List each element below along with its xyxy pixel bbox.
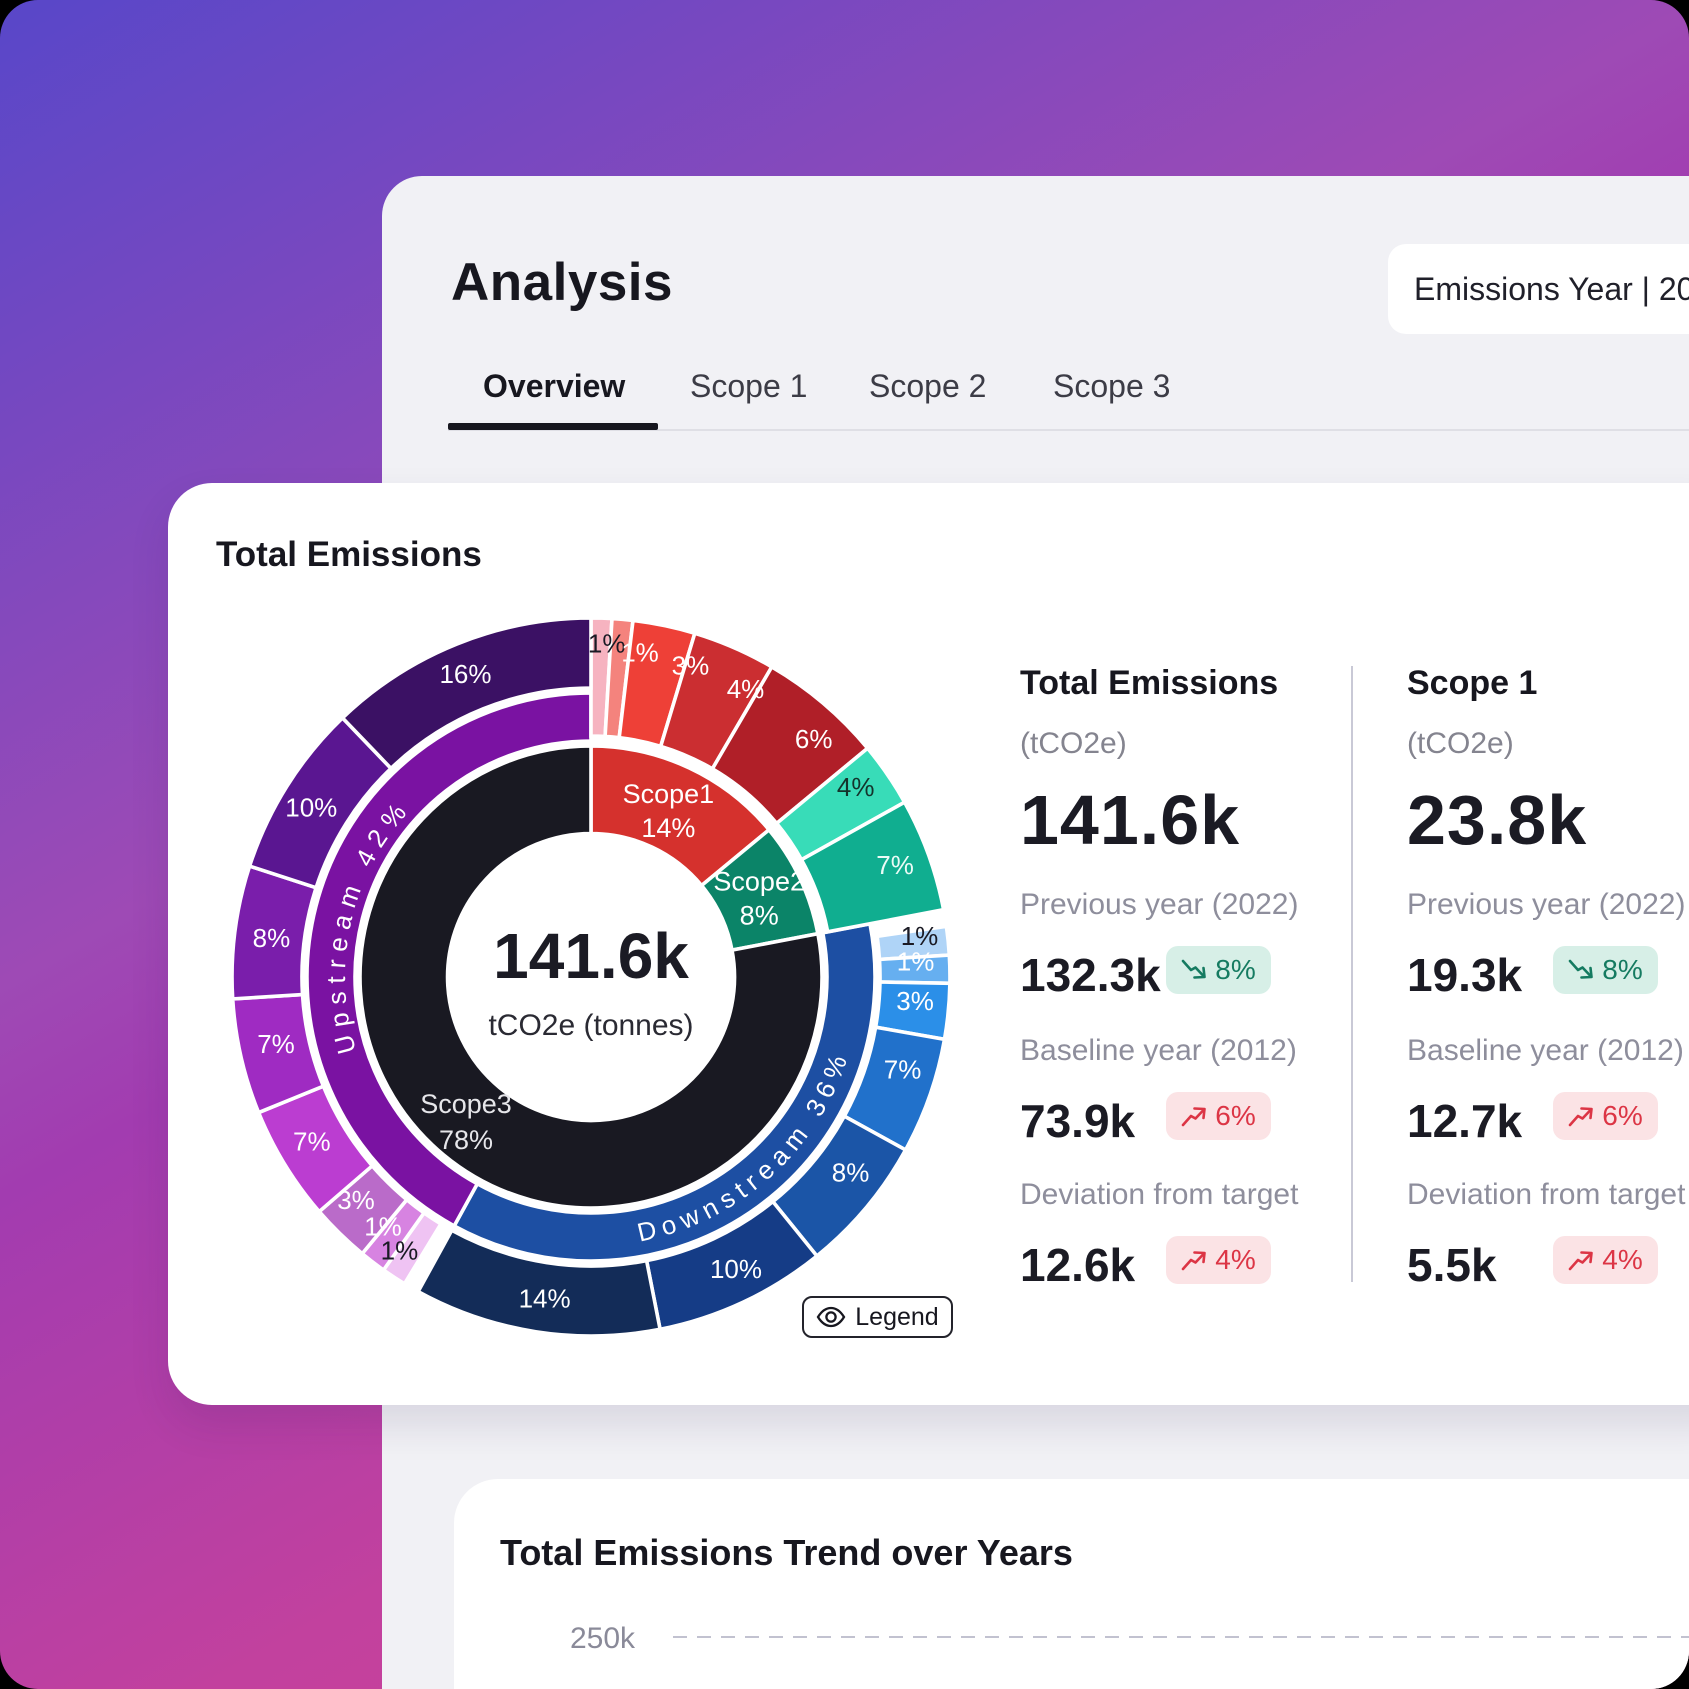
svg-text:14%: 14% — [641, 813, 695, 843]
svg-text:1%: 1% — [901, 921, 939, 951]
svg-text:10%: 10% — [710, 1254, 762, 1284]
svg-text:8%: 8% — [253, 923, 291, 953]
svg-text:7%: 7% — [884, 1054, 922, 1084]
svg-text:4%: 4% — [837, 772, 875, 802]
svg-text:3%: 3% — [672, 651, 710, 681]
svg-text:1%: 1% — [588, 628, 626, 658]
svg-text:14%: 14% — [519, 1284, 571, 1314]
svg-text:10%: 10% — [285, 793, 337, 823]
svg-text:Scope2: Scope2 — [713, 866, 805, 896]
svg-text:3%: 3% — [337, 1185, 375, 1215]
svg-text:7%: 7% — [876, 850, 914, 880]
svg-text:Scope1: Scope1 — [623, 779, 715, 809]
svg-text:1%: 1% — [897, 947, 935, 977]
svg-text:1%: 1% — [381, 1236, 419, 1266]
svg-text:1%: 1% — [621, 638, 659, 668]
svg-text:8%: 8% — [740, 900, 779, 930]
svg-text:3%: 3% — [896, 986, 934, 1016]
svg-text:6%: 6% — [795, 724, 833, 754]
svg-text:7%: 7% — [257, 1029, 295, 1059]
svg-text:Scope3: Scope3 — [420, 1089, 512, 1119]
svg-text:4%: 4% — [727, 674, 765, 704]
svg-text:1%: 1% — [364, 1212, 402, 1242]
svg-text:7%: 7% — [293, 1126, 331, 1156]
svg-text:8%: 8% — [832, 1158, 870, 1188]
svg-text:78%: 78% — [439, 1125, 493, 1155]
svg-text:16%: 16% — [439, 659, 491, 689]
